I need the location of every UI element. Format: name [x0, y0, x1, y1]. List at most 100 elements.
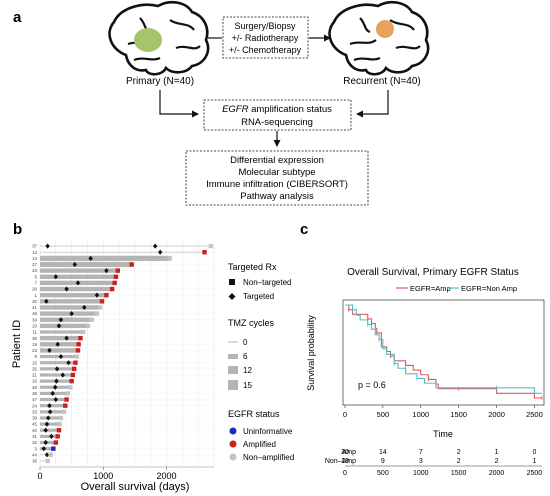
swimmer-row: 1 — [35, 292, 109, 298]
targeted-marker — [58, 317, 64, 323]
km-ylabel: Survival probability — [306, 315, 316, 391]
targeted-marker — [58, 353, 64, 360]
risk-cell: 2 — [457, 449, 461, 456]
swimmer-row: 21 — [32, 372, 76, 378]
km-curve-nonamp — [345, 304, 542, 394]
targeted-marker — [53, 274, 59, 280]
targeted-marker — [94, 292, 100, 298]
targeted-marker — [52, 384, 58, 390]
km-xlabel: Time — [433, 429, 453, 439]
targeted-marker — [69, 310, 74, 317]
legend-tmz-6: 6 — [243, 352, 248, 361]
patient-id-label: 25 — [32, 366, 37, 371]
targeted-marker — [72, 261, 77, 268]
swimmer-x-tick-label: 0 — [37, 471, 42, 481]
patient-id-label: 38 — [32, 391, 37, 396]
egfr-status-marker — [48, 452, 53, 457]
patient-id-label: 5 — [35, 274, 38, 279]
egfr-status-marker — [68, 385, 73, 390]
tmz-bar — [40, 268, 118, 273]
legend-tmz-cycles: TMZ cycles 0 6 12 15 — [228, 318, 274, 390]
tmz-bar — [40, 255, 170, 261]
swimmer-x-tick-label: 1000 — [93, 471, 113, 481]
legend-egfr-2: Amplified — [243, 440, 276, 449]
risk-cell: 0 — [532, 449, 536, 456]
legend-egfr-status: EGFR status Uninformative Amplified Non–… — [228, 409, 294, 462]
km-x-tick-label: 0 — [343, 410, 347, 419]
tmz-bar — [40, 299, 103, 304]
egfr-status-marker — [113, 274, 119, 279]
risk-cell: 2 — [457, 458, 461, 465]
analysis-line-1: Differential expression — [230, 155, 324, 166]
km-x-tick-label: 2000 — [488, 410, 505, 419]
patient-id-label: 21 — [32, 373, 37, 378]
targeted-marker — [152, 243, 158, 249]
swimmer-row: 46 — [32, 384, 73, 390]
targeted-marker — [44, 298, 49, 304]
legend-egfr-1: Uninformative — [243, 427, 293, 436]
patient-id-label: 10 — [32, 323, 37, 328]
swimmer-row: 45 — [32, 421, 62, 427]
patient-id-label: 31 — [32, 434, 37, 439]
egfr-status-marker — [45, 458, 50, 464]
egfr-status-marker — [73, 360, 78, 365]
egfr-status-marker — [97, 305, 103, 310]
risk-table: Amp Non–Amp 20 14 7 2 1 0 19 9 3 2 2 1 0 500 1000 1500 2… — [325, 449, 542, 477]
panel-c-label: c — [300, 221, 308, 238]
patient-id-label: 11 — [32, 330, 37, 335]
legend-targeted-title: Targeted Rx — [228, 262, 277, 272]
egfr-status-marker — [78, 335, 83, 341]
treatment-box — [222, 16, 309, 59]
arrow-recurrent-to-assay — [356, 90, 389, 118]
swimmer-row: 39 — [32, 415, 64, 421]
patient-id-label: 19 — [32, 342, 37, 347]
non-amplified-dot-icon — [229, 453, 237, 461]
egfr-status-marker — [167, 256, 172, 261]
swimmer-row: 19 — [32, 341, 81, 347]
targeted-marker — [82, 304, 87, 311]
tmz-bar — [40, 422, 60, 426]
egfr-status-marker — [58, 415, 64, 421]
targeted-marker — [47, 347, 52, 354]
swimmer-row: 25 — [32, 366, 77, 372]
swimmer-row: 3 — [35, 446, 56, 452]
risk-cell: 3 — [419, 458, 423, 465]
km-legend-nonamp: EGFR=Non Amp — [461, 284, 517, 293]
recurrent-label: Recurrent (N=40) — [343, 76, 421, 87]
swimmer-row: 37 — [32, 243, 214, 249]
patient-id-label: 30 — [32, 336, 37, 341]
egfr-status-marker — [64, 397, 69, 402]
tmz-bar — [40, 397, 67, 402]
patient-id-label: 14 — [32, 256, 37, 261]
patient-id-label: 1 — [35, 293, 38, 298]
analysis-line-4: Pathway analysis — [240, 191, 314, 202]
arrow-primary-to-assay — [159, 90, 199, 118]
treatment-line-1: Surgery/Biopsy — [234, 21, 296, 31]
targeted-marker — [49, 433, 54, 439]
targeted-marker — [44, 421, 50, 427]
targeted-marker — [60, 372, 65, 378]
patient-id-label: 47 — [32, 397, 37, 402]
treatment-line-3: +/- Chemotherapy — [229, 45, 302, 55]
swimmer-plot: 3712142743572612041483410113019239152521… — [32, 241, 215, 481]
risk-cell: 7 — [419, 449, 423, 456]
primary-tumor — [134, 28, 162, 52]
patient-id-label: 33 — [32, 409, 37, 414]
panel-b: b 37121427435726120414834101130192391525… — [11, 221, 294, 493]
km-title: Overall Survival, Primary EGFR Status — [347, 267, 519, 278]
analysis-line-3: Immune infiltration (CIBERSORT) — [206, 179, 348, 190]
patient-id-label: 48 — [32, 311, 37, 316]
risk-x-tick-label: 500 — [377, 470, 389, 477]
patient-id-label: 34 — [32, 317, 37, 322]
tmz-bar — [40, 354, 77, 359]
patient-id-label: 39 — [32, 416, 37, 421]
swimmer-row: 9 — [35, 353, 79, 360]
tmz-bar — [40, 434, 58, 438]
targeted-marker — [64, 286, 69, 292]
recurrent-brain-icon — [328, 0, 430, 76]
egfr-status-marker — [74, 354, 79, 359]
swimmer-row: 30 — [32, 335, 83, 341]
egfr-status-marker — [80, 329, 86, 335]
risk-label-nonamp: Non–Amp — [325, 458, 356, 465]
